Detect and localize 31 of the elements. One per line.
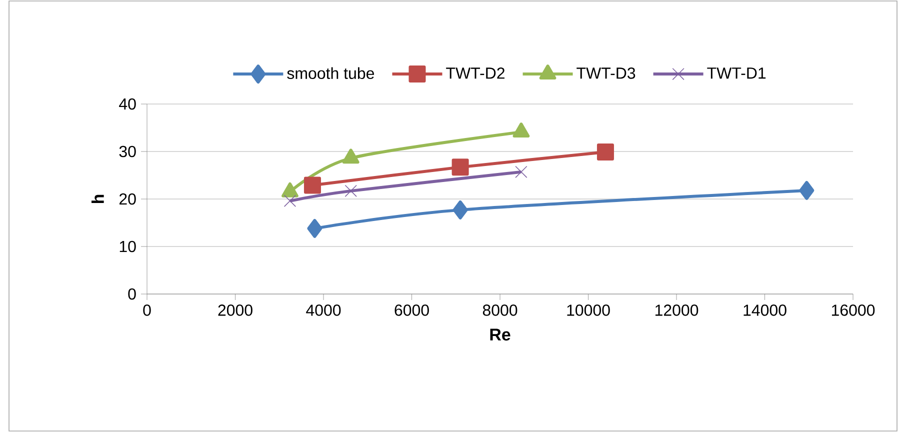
x-tick-label: 10000 — [567, 304, 610, 316]
x-tick-label: 12000 — [655, 304, 698, 316]
y-tick-label: 40 — [119, 98, 136, 110]
point — [799, 180, 814, 200]
x-tick-label: 0 — [143, 304, 151, 316]
y-tick-label: 30 — [119, 146, 136, 158]
x-tick-label: 6000 — [394, 304, 429, 316]
point — [515, 166, 528, 178]
y-tick-label: 10 — [120, 240, 136, 252]
point — [596, 143, 614, 160]
y-tick-label: 0 — [128, 288, 136, 300]
point — [307, 218, 322, 238]
x-tick-label: 14000 — [744, 304, 786, 316]
legend-label: TWT-D2 — [446, 67, 504, 79]
point — [452, 158, 469, 176]
point — [344, 184, 357, 197]
point — [284, 194, 296, 207]
x-tick-label: 4000 — [306, 304, 341, 316]
y-tick-label: 20 — [119, 193, 136, 205]
point — [304, 176, 321, 194]
point — [512, 122, 530, 138]
legend-label: TWT-D1 — [707, 68, 766, 79]
legend-label: TWT-D3 — [576, 67, 636, 79]
x-tick-label: 16000 — [832, 304, 875, 316]
x-axis-title: Re — [490, 328, 510, 341]
x-tick-label: 2000 — [218, 304, 252, 316]
point — [342, 148, 360, 164]
legend-label: smooth tube — [287, 67, 374, 80]
point — [452, 200, 468, 220]
y-axis-title: h — [92, 194, 104, 204]
x-tick-label: 8000 — [482, 304, 518, 316]
